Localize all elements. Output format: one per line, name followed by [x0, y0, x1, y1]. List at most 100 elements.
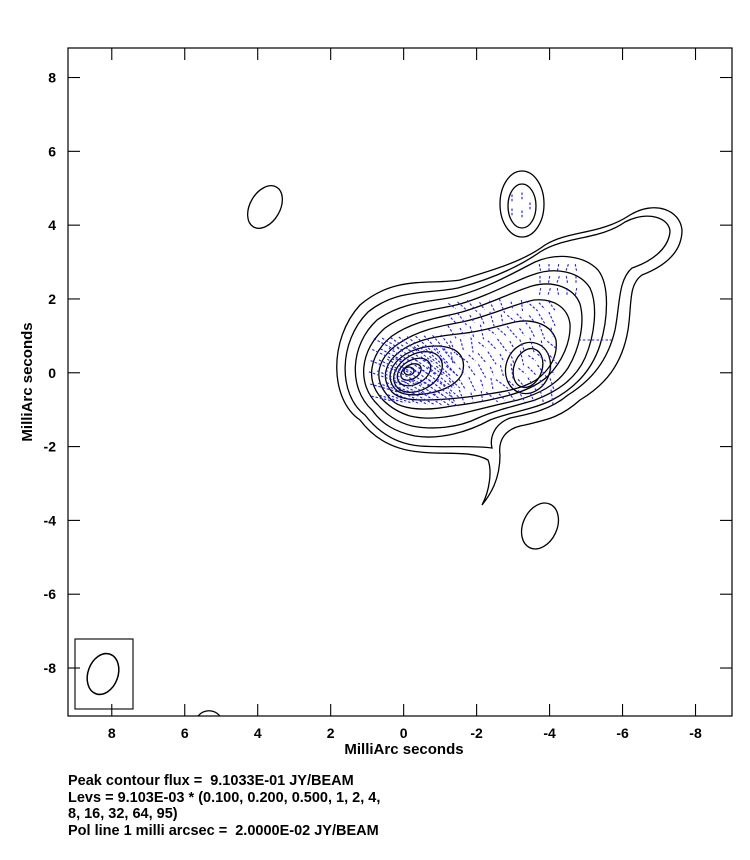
polarization-vector: [547, 276, 551, 284]
polarization-vector: [497, 327, 507, 337]
polarization-vector: [548, 300, 556, 312]
polarization-vector: [419, 379, 445, 397]
polarization-vector: [428, 391, 452, 407]
polarization-vector: [378, 382, 406, 394]
polarization-vector: [519, 350, 525, 366]
polarization-vector: [537, 364, 547, 378]
polarization-vector: [427, 366, 453, 388]
polarization-vector: [495, 379, 509, 389]
contour-2: [344, 215, 671, 449]
polarization-vector: [395, 393, 421, 405]
polarization-vector: [489, 366, 495, 376]
x-tick-label: 4: [254, 725, 262, 741]
polarization-vector: [457, 312, 467, 326]
polarization-vector: [479, 324, 485, 340]
beam-ellipse: [86, 652, 120, 696]
polarization-vector: [550, 389, 554, 405]
polarization-vector: [436, 378, 460, 398]
polarization-vector: [469, 326, 475, 338]
polarization-vector: [402, 380, 430, 396]
polarization-vector: [574, 264, 578, 272]
contour-island-top-2: [507, 183, 537, 229]
polarization-vector: [468, 376, 476, 392]
x-tick-label: -8: [689, 725, 702, 741]
polarization-vector: [497, 338, 507, 352]
polarization-vector: [470, 337, 474, 353]
polarization-vector: [538, 264, 542, 272]
polarization-vector: [432, 334, 448, 354]
polarization-vector: [437, 390, 459, 408]
polarization-vector: [376, 370, 408, 384]
polarization-vector: [549, 366, 555, 376]
axis-ticks: [68, 48, 732, 716]
polarization-vector: [459, 327, 465, 337]
polarization-vector: [548, 311, 556, 327]
polarization-vector: [459, 339, 465, 351]
polarization-vector: [369, 383, 399, 393]
polarization-vector: [487, 328, 497, 336]
polarization-vector: [447, 314, 457, 324]
y-tick-label: -6: [44, 586, 57, 602]
contour-6: [378, 299, 571, 410]
polarization-vector: [488, 300, 496, 312]
polarization-vector: [556, 264, 560, 272]
polarization-vector: [527, 354, 537, 362]
polarization-vector: [485, 391, 499, 403]
polarization-vector: [517, 379, 527, 389]
polarization-vector: [457, 301, 467, 311]
polarization-vector: [378, 359, 406, 373]
polarization-vector: [447, 325, 457, 339]
polarization-vector: [528, 326, 536, 338]
polarization-vector: [490, 377, 494, 391]
polarization-vector: [395, 358, 421, 374]
polarization-vector: [547, 288, 551, 296]
x-tick-label: -4: [543, 725, 556, 741]
polarization-vector: [516, 313, 528, 325]
polarization-vector: [480, 379, 484, 389]
polarization-vector: [529, 337, 535, 353]
polarization-vector: [450, 351, 454, 365]
polarization-vector: [403, 357, 429, 375]
polarization-vector: [480, 390, 484, 404]
polarization-vector: [403, 393, 429, 405]
polarization-vector: [487, 340, 497, 350]
polarization-vector: [529, 392, 535, 402]
polarization-vector: [499, 365, 505, 377]
polarization-vector: [498, 298, 506, 314]
polarization-vector: [411, 380, 437, 396]
polarization-vector: [556, 288, 560, 296]
polarization-vector: [499, 353, 505, 363]
polarization-vector: [379, 394, 405, 404]
contour-island-bottom: [520, 502, 560, 550]
contour-plot: 8 6 4 2 0 -2 -4 -6 -8 8 6 4 2 0 -2 -4 -6 -8 MilliArc seco…: [19, 47, 733, 758]
polarization-vector: [447, 302, 457, 310]
polarization-vector: [429, 355, 451, 377]
contour-knot-inner: [512, 347, 544, 389]
polarization-vector: [386, 382, 414, 394]
contours: [197, 170, 683, 717]
polarization-vector: [539, 379, 545, 389]
y-tick-label: -8: [44, 660, 57, 676]
polarization-vector: [565, 264, 569, 272]
tick-labels: 8 6 4 2 0 -2 -4 -6 -8 8 6 4 2 0 -2 -4 -6 -8: [44, 70, 702, 741]
polarization-vector: [468, 354, 476, 362]
contour-core-2: [396, 357, 432, 387]
polarization-vector: [458, 367, 466, 375]
polarization-vector: [437, 355, 459, 377]
polarization-vector: [556, 276, 560, 284]
y-tick-label: 2: [48, 291, 56, 307]
polarization-vector: [430, 345, 450, 365]
polarization-vector: [440, 334, 456, 354]
y-tick-label: 6: [48, 143, 56, 159]
polarization-vector: [498, 393, 506, 401]
contour-8: [389, 345, 465, 396]
polarization-vector: [415, 335, 433, 353]
contour-5: [370, 283, 583, 419]
polarization-vector: [420, 391, 444, 407]
polarization-vector: [487, 351, 497, 365]
polarization-vector: [398, 336, 418, 352]
polarization-vector: [468, 365, 476, 377]
plot-frame: [67, 47, 733, 717]
polarization-vector: [405, 346, 427, 364]
caption-pol-scale: Pol line 1 milli arcsec = 2.0000E-02 JY/…: [68, 822, 379, 839]
